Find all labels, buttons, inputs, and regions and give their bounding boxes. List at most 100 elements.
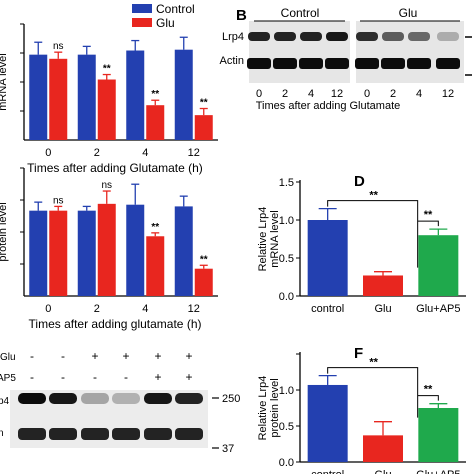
chart-a-top-x-tick-label-2: 4: [142, 147, 148, 159]
chart-d-sig-label-1: **: [424, 209, 433, 221]
chart-d-y-tick-label-3: 1.5: [279, 177, 294, 189]
chart-a-bottom: ns 0 ns 2 ** 4 ** 12 Times after adding glutamat…: [0, 167, 218, 331]
panel-label-f: F: [354, 345, 363, 362]
blot-b-lrp4-band-7: [437, 32, 459, 41]
blot-b-lrp4-band-5: [382, 32, 404, 41]
chart-d-x-tick-label-1: Glu: [374, 303, 391, 315]
chart-a-bottom-xlabel: Times after adding glutamate (h): [29, 317, 202, 331]
chart-a-bottom-bar-glu-3: [194, 268, 213, 296]
blot-b-actin-band-4: [355, 58, 379, 69]
blot-e-sign-0-0: -: [30, 349, 34, 363]
blot-e-marker-250: 250: [222, 393, 240, 405]
blot-e-bands: [18, 393, 203, 440]
blot-e-actin-band-3: [112, 428, 140, 440]
chart-a-bottom-x-tick-label-0: 0: [45, 303, 51, 315]
chart-a-bottom-annotation-0: ns: [53, 195, 64, 206]
blot-e-sign-0-5: +: [185, 349, 192, 363]
chart-f-bar-2: [418, 408, 459, 462]
blot-e-actin-band-0: [18, 428, 46, 440]
blot-e-actin-band-4: [144, 428, 172, 440]
chart-a-top-bar-control-0: [29, 54, 48, 140]
blot-b-lrp4-band-4: [356, 32, 378, 41]
blot-e-lrp4-band-4: [144, 393, 172, 404]
blot-b-bands: [247, 32, 460, 69]
blot-e-row-label-glu: Glu: [0, 352, 16, 363]
blot-e-actin-band-2: [81, 428, 109, 440]
blot-b-xlabel: Times after adding Glutamate: [256, 100, 401, 112]
blot-b-row-label-lrp4: Lrp4: [222, 31, 244, 43]
chart-d: 0.0 0.5 1.0 1.5 control Glu Glu+AP5 ** ** Relativ…: [257, 177, 466, 315]
blot-e-sign-0-4: +: [154, 349, 161, 363]
blot-b-lane-labels: 0 2 4 12 0 2 4 12: [256, 88, 454, 100]
chart-a-top-ylabel: mRNA level: [0, 53, 9, 110]
blot-e-lrp4-band-3: [112, 393, 140, 404]
chart-f-y-tick-label-0: 0.0: [279, 457, 294, 469]
blot-e-band-label-lrp4: p4: [0, 396, 10, 407]
chart-f-bar-0: [307, 384, 348, 462]
blot-e-lrp4-band-1: [49, 393, 77, 404]
chart-f-y-tick-label-2: 1.0: [279, 385, 294, 397]
chart-f-sig-label-0: **: [369, 357, 378, 369]
blot-e-sign-1-5: +: [185, 370, 192, 384]
blot-e-sign-1-4: +: [154, 370, 161, 384]
blot-b-lrp4-band-6: [408, 32, 430, 41]
blot-e-lrp4-band-2: [81, 393, 109, 404]
blot-b: B Control Glu Lrp4 Actin 0 2 4 12 0 2 4 12 Time…: [220, 6, 472, 112]
blot-b-actin-band-7: [436, 58, 460, 69]
chart-d-y-tick-label-2: 1.0: [279, 215, 294, 227]
chart-a-top-legend-label-1: Glu: [156, 16, 175, 30]
blot-b-lane-label-2: 4: [308, 88, 314, 100]
chart-f-sig-bracket-1: [417, 395, 439, 401]
chart-d-sig-label-0: **: [369, 190, 378, 202]
blot-b-actin-band-0: [247, 58, 271, 69]
chart-a-top-bar-control-1: [77, 54, 96, 140]
chart-d-x-tick-label-0: control: [311, 303, 344, 315]
panel-label-b: B: [236, 7, 247, 24]
chart-a-top-legend-swatch-0: [132, 4, 152, 13]
chart-a-bottom-bar-glu-0: [49, 210, 68, 296]
chart-a-bottom-bar-control-0: [29, 210, 48, 296]
chart-d-sig-bracket-1: [417, 220, 439, 227]
blot-e-signs: - - + + + + - - - - + +: [30, 349, 193, 384]
blot-b-actin-band-3: [325, 58, 349, 69]
blot-b-lrp4-band-3: [326, 32, 348, 41]
blot-e-lrp4-band-0: [18, 393, 46, 404]
chart-f-x-tick-label-1: Glu: [374, 469, 391, 474]
blot-b-lrp4-band-2: [300, 32, 322, 41]
chart-a-top-annotation-1: **: [103, 64, 111, 75]
blot-b-lane-label-5: 2: [390, 88, 396, 100]
chart-a-top-annotation-0: ns: [53, 41, 64, 52]
blot-b-lane-label-7: 12: [442, 88, 454, 100]
chart-d-ylabel-line1: Relative Lrp4: [257, 207, 269, 272]
blot-b-lane-label-6: 4: [416, 88, 422, 100]
blot-e-sign-1-3: -: [124, 370, 128, 384]
chart-a-bottom-bar-control-2: [126, 204, 145, 296]
chart-f-bar-1: [363, 435, 403, 462]
blot-e-sign-1-2: -: [93, 370, 97, 384]
chart-a-top-bar-glu-0: [49, 58, 68, 140]
blot-e-actin-band-1: [49, 428, 77, 440]
blot-b-group-label-glu: Glu: [399, 6, 418, 20]
blot-e-actin-band-5: [175, 428, 203, 440]
chart-a-top-x-tick-label-0: 0: [45, 147, 51, 159]
blot-e-sign-0-2: +: [91, 349, 98, 363]
blot-b-membrane-glu: [356, 21, 464, 83]
chart-a-bottom-bar-control-1: [77, 210, 96, 296]
blot-b-lane-label-0: 0: [256, 88, 262, 100]
blot-b-actin-band-6: [407, 58, 431, 69]
chart-a-bottom-bar-glu-1: [97, 203, 116, 296]
chart-a-top-legend-label-0: Control: [156, 2, 195, 16]
chart-a-bottom-x-tick-label-2: 4: [142, 303, 148, 315]
blot-e-sign-1-0: -: [30, 370, 34, 384]
chart-a-top-x-tick-label-3: 12: [188, 147, 200, 159]
blot-e-lrp4-band-5: [175, 393, 203, 404]
blot-b-actin-band-2: [299, 58, 323, 69]
blot-e-row-label-ap5: AP5: [0, 373, 16, 384]
chart-d-bar-2: [418, 235, 459, 296]
chart-a-top-bar-glu-2: [146, 105, 165, 140]
chart-d-bar-1: [363, 275, 403, 296]
chart-d-y-tick-label-0: 0.0: [279, 291, 294, 303]
chart-f: 0.0 0.5 1.0 control Glu Glu+AP5 ** ** Relative L…: [257, 352, 466, 474]
chart-a-bottom-x-tick-label-1: 2: [94, 303, 100, 315]
